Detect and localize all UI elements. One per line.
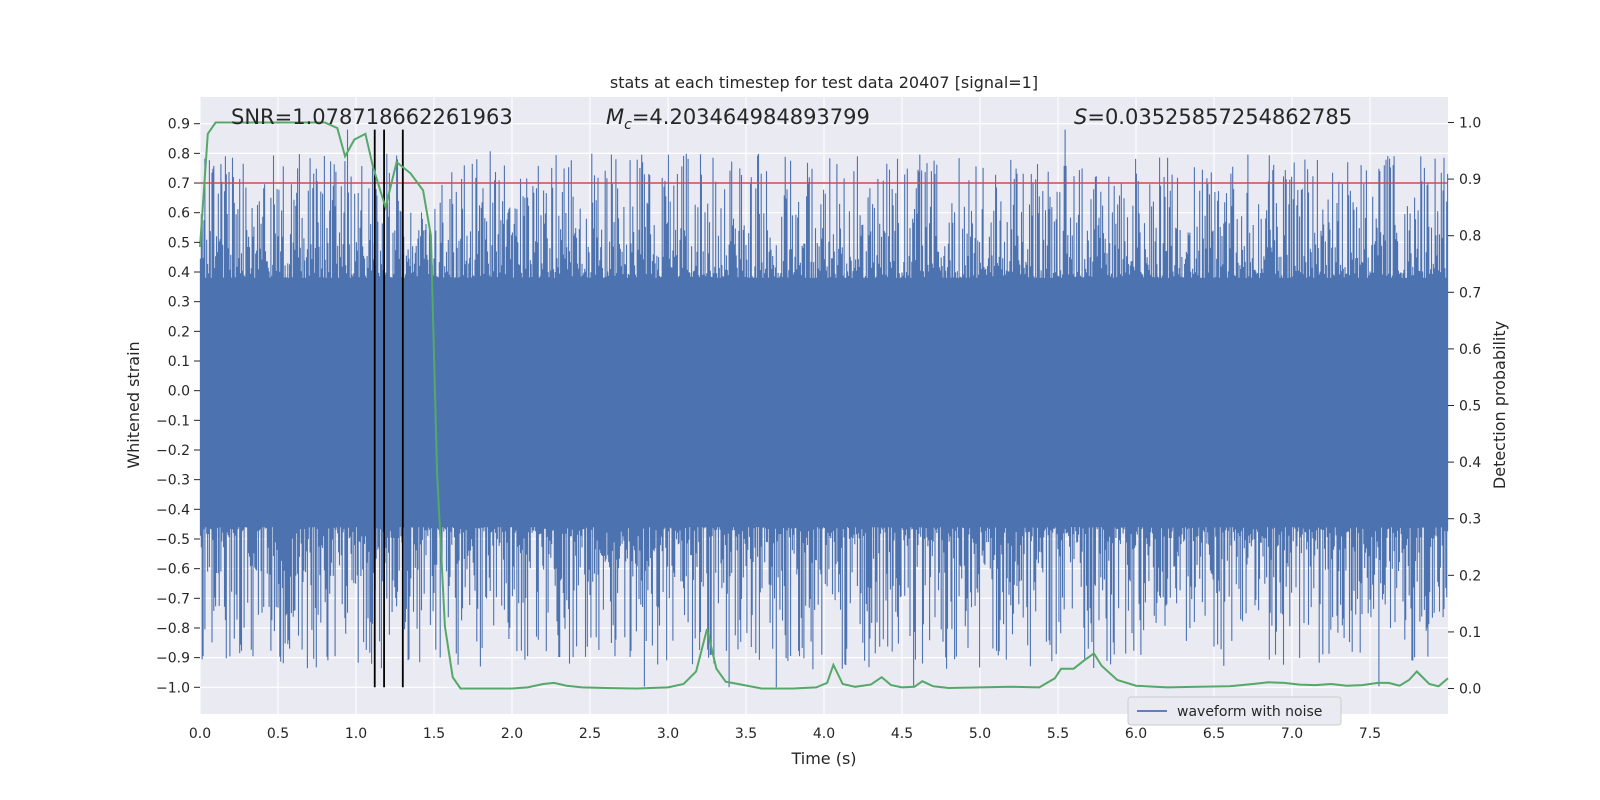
x-tick-label: 4.5 <box>891 726 913 742</box>
waveform-series <box>199 129 1449 688</box>
x-tick-label: 0.5 <box>267 726 289 742</box>
y-right-tick-label: 0.8 <box>1459 229 1481 245</box>
y-left-tick-label: 0.3 <box>168 295 190 311</box>
y-left-tick-label: −0.9 <box>156 651 190 667</box>
chirp-mass-value: =4.203464984893799 <box>632 105 870 129</box>
y-right-tick-label: 0.0 <box>1459 682 1481 698</box>
detection-probability-line <box>199 121 1449 690</box>
y-right-tick-label: 0.1 <box>1459 625 1481 641</box>
y-left-tick-label: −0.2 <box>156 443 190 459</box>
x-tick-label: 1.5 <box>423 726 445 742</box>
y-left-tick-label: −0.3 <box>156 473 190 489</box>
y-left-axis-ticks: 0.9 0.8 0.7 0.6 0.5 0.4 0.3 0.2 0.1 0.0 −0.1 −0.2 −0… <box>156 117 200 696</box>
y-left-tick-label: −0.6 <box>156 562 190 578</box>
detection-probability-series <box>199 121 1449 690</box>
y-left-tick-label: 0.9 <box>168 117 190 133</box>
chirp-mass-symbol: M <box>606 105 624 129</box>
x-tick-label: 6.0 <box>1125 726 1147 742</box>
y-left-tick-label: −0.1 <box>156 413 190 429</box>
chart-title: stats at each timestep for test data 204… <box>610 73 1038 92</box>
chirp-mass-subscript: c <box>624 117 632 133</box>
y-right-axis-title: Detection probability <box>1490 321 1509 489</box>
x-tick-label: 0.0 <box>189 726 211 742</box>
y-left-tick-label: 0.6 <box>168 206 190 222</box>
x-tick-label: 2.0 <box>501 726 523 742</box>
y-left-tick-label: −0.8 <box>156 621 190 637</box>
y-left-axis-title: Whitened strain <box>124 341 143 468</box>
y-right-tick-label: 0.4 <box>1459 455 1481 471</box>
x-tick-label: 4.0 <box>813 726 835 742</box>
s-symbol: S <box>1074 105 1087 129</box>
x-axis-title: Time (s) <box>790 749 856 768</box>
waveform-noise-trace <box>199 129 1449 688</box>
x-tick-label: 2.5 <box>579 726 601 742</box>
y-right-tick-label: 0.9 <box>1459 172 1481 188</box>
x-tick-label: 6.5 <box>1203 726 1225 742</box>
y-left-tick-label: 0.1 <box>168 354 190 370</box>
y-left-tick-label: 0.0 <box>168 384 190 400</box>
legend: waveform with noise <box>1127 696 1342 726</box>
chirp-mass-annotation: Mc=4.203464984893799 <box>606 105 870 133</box>
x-axis-ticks: 0.0 0.5 1.0 1.5 2.0 2.5 3.0 3.5 4.0 4.5 5.0 5.5 6.0 6… <box>189 726 1381 742</box>
s-value: =0.035258572548627​85 <box>1087 105 1352 129</box>
x-tick-label: 7.5 <box>1359 726 1381 742</box>
y-right-tick-label: 0.2 <box>1459 568 1481 584</box>
y-left-tick-label: 0.4 <box>168 265 190 281</box>
y-left-tick-label: −1.0 <box>156 680 190 696</box>
y-right-tick-label: 0.6 <box>1459 342 1481 358</box>
x-tick-label: 3.5 <box>735 726 757 742</box>
y-left-tick-label: 0.2 <box>168 324 190 340</box>
x-tick-label: 7.0 <box>1281 726 1303 742</box>
y-left-tick-label: 0.5 <box>168 235 190 251</box>
y-right-tick-label: 0.3 <box>1459 512 1481 528</box>
legend-label: waveform with noise <box>1177 704 1322 720</box>
y-right-tick-label: 0.5 <box>1459 399 1481 415</box>
x-tick-label: 5.0 <box>969 726 991 742</box>
y-left-tick-label: 0.7 <box>168 176 190 192</box>
y-left-tick-label: −0.5 <box>156 532 190 548</box>
y-right-axis-ticks: 1.0 0.9 0.8 0.7 0.6 0.5 0.4 0.3 0.2 0.1 0.0 <box>1448 115 1481 698</box>
y-left-tick-label: 0.8 <box>168 146 190 162</box>
x-tick-label: 3.0 <box>657 726 679 742</box>
snr-annotation: SNR=1.078718662261963 <box>231 105 513 129</box>
vertical-markers <box>373 129 404 688</box>
y-left-tick-label: −0.4 <box>156 502 190 518</box>
y-left-tick-label: −0.7 <box>156 591 190 607</box>
x-tick-label: 1.0 <box>345 726 367 742</box>
y-right-tick-label: 1.0 <box>1459 115 1481 131</box>
y-right-tick-label: 0.7 <box>1459 285 1481 301</box>
x-tick-label: 5.5 <box>1047 726 1069 742</box>
s-annotation: S=0.035258572548627​85 <box>1074 105 1352 129</box>
legend-box <box>1127 696 1342 726</box>
